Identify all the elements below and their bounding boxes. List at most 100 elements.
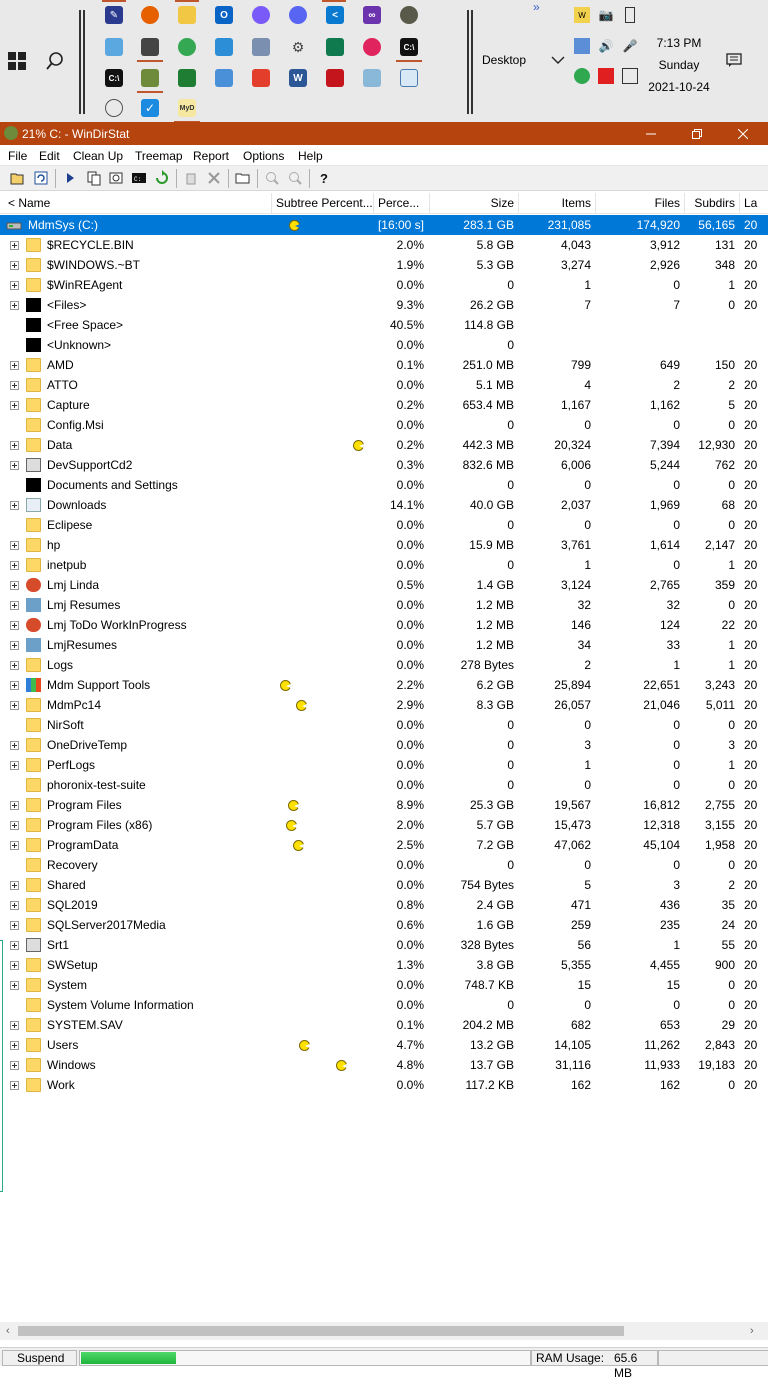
table-row[interactable]: SWSetup 1.3% 3.8 GB 5,355 4,455 900 20: [0, 955, 768, 975]
menu-treemap[interactable]: Treemap: [135, 149, 183, 163]
notification-center-icon[interactable]: [726, 53, 742, 68]
table-row[interactable]: Users 4.7% 13.2 GB 14,105 11,262 2,843 20: [0, 1035, 768, 1055]
vscode-icon[interactable]: <: [326, 6, 344, 24]
table-row[interactable]: Lmj ToDo WorkInProgress 0.0% 1.2 MB 146 124 2…: [0, 615, 768, 635]
table-row[interactable]: System Volume Information 0.0% 0 0 0 0 20: [0, 995, 768, 1015]
expand-toggle-icon[interactable]: [10, 941, 19, 950]
expand-toggle-icon[interactable]: [10, 261, 19, 270]
refresh-selected-icon[interactable]: [154, 170, 170, 186]
acrobat-icon[interactable]: [326, 69, 344, 87]
refresh-all-icon[interactable]: [33, 170, 49, 186]
search-icon[interactable]: [45, 51, 65, 71]
table-row[interactable]: Lmj Resumes 0.0% 1.2 MB 32 32 0 20: [0, 595, 768, 615]
tray-camera-icon[interactable]: 📷: [598, 8, 614, 22]
table-row[interactable]: Eclipese 0.0% 0 0 0 0 20: [0, 515, 768, 535]
expand-toggle-icon[interactable]: [10, 1061, 19, 1070]
table-row[interactable]: Recovery 0.0% 0 0 0 0 20: [0, 855, 768, 875]
notebook-icon[interactable]: [363, 69, 381, 87]
expand-toggle-icon[interactable]: [10, 661, 19, 670]
chevron-down-icon[interactable]: [551, 55, 565, 65]
expand-toggle-icon[interactable]: [10, 381, 19, 390]
expand-toggle-icon[interactable]: [10, 961, 19, 970]
expand-toggle-icon[interactable]: [10, 541, 19, 550]
column-name[interactable]: < Name: [4, 193, 272, 214]
microphone-icon[interactable]: 🎤: [622, 39, 638, 53]
tray-app-icon[interactable]: W: [574, 7, 590, 23]
expand-toggle-icon[interactable]: [10, 1081, 19, 1090]
menu-report[interactable]: Report: [193, 149, 230, 163]
expand-toggle-icon[interactable]: [10, 821, 19, 830]
table-row[interactable]: Data 0.2% 442.3 MB 20,324 7,394 12,930 20: [0, 435, 768, 455]
mydefrag-icon[interactable]: MyD: [174, 99, 200, 123]
menu-edit[interactable]: Edit: [39, 149, 60, 163]
overflow-chevron[interactable]: »: [533, 0, 540, 14]
expand-toggle-icon[interactable]: [10, 281, 19, 290]
expand-toggle-icon[interactable]: [10, 701, 19, 710]
table-row[interactable]: <Free Space> 40.5% 114.8 GB: [0, 315, 768, 335]
expand-toggle-icon[interactable]: [10, 561, 19, 570]
table-row[interactable]: Shared 0.0% 754 Bytes 5 3 2 20: [0, 875, 768, 895]
table-row[interactable]: Program Files (x86) 2.0% 5.7 GB 15,473 12,31…: [0, 815, 768, 835]
table-row[interactable]: LmjResumes 0.0% 1.2 MB 34 33 1 20: [0, 635, 768, 655]
volume-icon[interactable]: 🔊: [598, 39, 614, 53]
expand-toggle-icon[interactable]: [10, 681, 19, 690]
excel-tool-icon[interactable]: [178, 69, 196, 87]
expand-toggle-icon[interactable]: [10, 801, 19, 810]
recording-icon[interactable]: [598, 68, 614, 84]
close-button[interactable]: [720, 122, 766, 145]
expand-toggle-icon[interactable]: [10, 401, 19, 410]
office-icon[interactable]: [252, 69, 270, 87]
command-prompt-icon[interactable]: C:\: [396, 38, 422, 62]
table-row[interactable]: Documents and Settings 0.0% 0 0 0 0 20: [0, 475, 768, 495]
terminal-icon[interactable]: C:\: [105, 69, 123, 87]
expand-toggle-icon[interactable]: [10, 581, 19, 590]
table-row[interactable]: $WINDOWS.~BT 1.9% 5.3 GB 3,274 2,926 348 20: [0, 255, 768, 275]
table-row[interactable]: <Files> 9.3% 26.2 GB 7 7 0 20: [0, 295, 768, 315]
table-row[interactable]: ATTO 0.0% 5.1 MB 4 2 2 20: [0, 375, 768, 395]
menu-clean-up[interactable]: Clean Up: [73, 149, 124, 163]
display-icon[interactable]: [622, 68, 638, 84]
drive-row[interactable]: MdmSys (C:) [16:00 s] 283.1 GB 231,085 174,9…: [0, 215, 768, 235]
expand-toggle-icon[interactable]: [10, 361, 19, 370]
expand-toggle-icon[interactable]: [10, 621, 19, 630]
table-row[interactable]: AMD 0.1% 251.0 MB 799 649 150 20: [0, 355, 768, 375]
expand-toggle-icon[interactable]: [10, 1021, 19, 1030]
table-row[interactable]: inetpub 0.0% 0 1 0 1 20: [0, 555, 768, 575]
expand-toggle-icon[interactable]: [10, 441, 19, 450]
expand-toggle-icon[interactable]: [10, 741, 19, 750]
column-items[interactable]: Items: [519, 193, 596, 214]
outlook-icon[interactable]: O: [215, 6, 233, 24]
horizontal-scrollbar[interactable]: ‹ ›: [0, 1322, 768, 1340]
expand-toggle-icon[interactable]: [10, 301, 19, 310]
table-row[interactable]: System 0.0% 748.7 KB 15 15 0 20: [0, 975, 768, 995]
new-folder-icon[interactable]: [235, 170, 251, 186]
table-row[interactable]: Lmj Linda 0.5% 1.4 GB 3,124 2,765 359 20: [0, 575, 768, 595]
table-row[interactable]: Mdm Support Tools 2.2% 6.2 GB 25,894 22,651 3…: [0, 675, 768, 695]
expand-toggle-icon[interactable]: [10, 601, 19, 610]
table-row[interactable]: Srt1 0.0% 328 Bytes 56 1 55 20: [0, 935, 768, 955]
clock-app-icon[interactable]: [105, 99, 123, 117]
table-row[interactable]: OneDriveTemp 0.0% 0 3 0 3 20: [0, 735, 768, 755]
network-monitor-icon[interactable]: [574, 38, 590, 54]
zoom-in-icon[interactable]: [264, 170, 280, 186]
app-icon[interactable]: [326, 38, 344, 56]
expand-toggle-icon[interactable]: [10, 761, 19, 770]
todo-icon[interactable]: ✓: [141, 99, 159, 117]
table-row[interactable]: Program Files 8.9% 25.3 GB 19,567 16,812 2,75…: [0, 795, 768, 815]
usb-drive-icon[interactable]: [625, 7, 635, 23]
table-row[interactable]: Downloads 14.1% 40.0 GB 2,037 1,969 68 20: [0, 495, 768, 515]
settings-gear-icon[interactable]: ⚙: [289, 38, 307, 56]
table-row[interactable]: hp 0.0% 15.9 MB 3,761 1,614 2,147 20: [0, 535, 768, 555]
camera-tool-icon[interactable]: [137, 38, 163, 62]
copy-icon[interactable]: [86, 170, 102, 186]
table-row[interactable]: SYSTEM.SAV 0.1% 204.2 MB 682 653 29 20: [0, 1015, 768, 1035]
expand-toggle-icon[interactable]: [10, 981, 19, 990]
table-row[interactable]: Config.Msi 0.0% 0 0 0 0 20: [0, 415, 768, 435]
delete-icon[interactable]: [206, 170, 222, 186]
expand-toggle-icon[interactable]: [10, 841, 19, 850]
scroll-left-arrow[interactable]: ‹: [6, 1325, 10, 1337]
minimize-button[interactable]: [628, 122, 674, 145]
messenger-icon[interactable]: [252, 6, 270, 24]
security-icon[interactable]: [574, 68, 590, 84]
table-row[interactable]: phoronix-test-suite 0.0% 0 0 0 0 20: [0, 775, 768, 795]
